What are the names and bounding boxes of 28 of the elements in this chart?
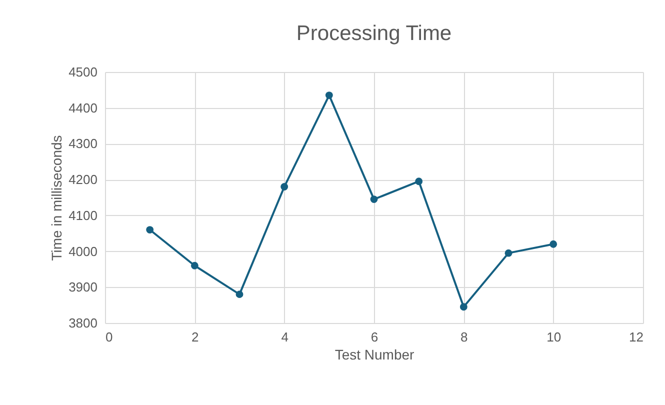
x-tick-label: 10 [546,330,562,344]
y-axis-title: Time in milliseconds [48,135,65,261]
y-tick-label: 4500 [68,64,98,80]
point [370,196,378,203]
point [460,303,468,311]
x-tick-label: 12 [629,330,644,344]
y-tick-label: 3900 [68,280,98,295]
point [280,183,288,190]
y-tick-label: 4400 [68,100,98,116]
x-tick-label: 0 [106,330,113,344]
x-tick-label: 6 [370,330,378,344]
y-tick-label: 3800 [68,316,98,330]
x-axis-title: Test Number [334,346,415,362]
point [415,178,423,186]
y-tick-label: 4200 [68,172,98,188]
y-tick-label: 4000 [68,244,98,259]
point [550,240,558,248]
y-tick-label: 4300 [68,136,98,152]
point [146,226,154,234]
x-tick-label: 4 [281,330,288,344]
x-tick-label: 2 [192,330,199,344]
point [325,92,333,100]
x-tick-label: 8 [460,330,468,344]
chart-title: Processing Time [296,22,452,45]
point [190,262,198,270]
point [236,290,244,298]
y-tick-label: 4100 [68,208,98,223]
point [504,249,512,257]
